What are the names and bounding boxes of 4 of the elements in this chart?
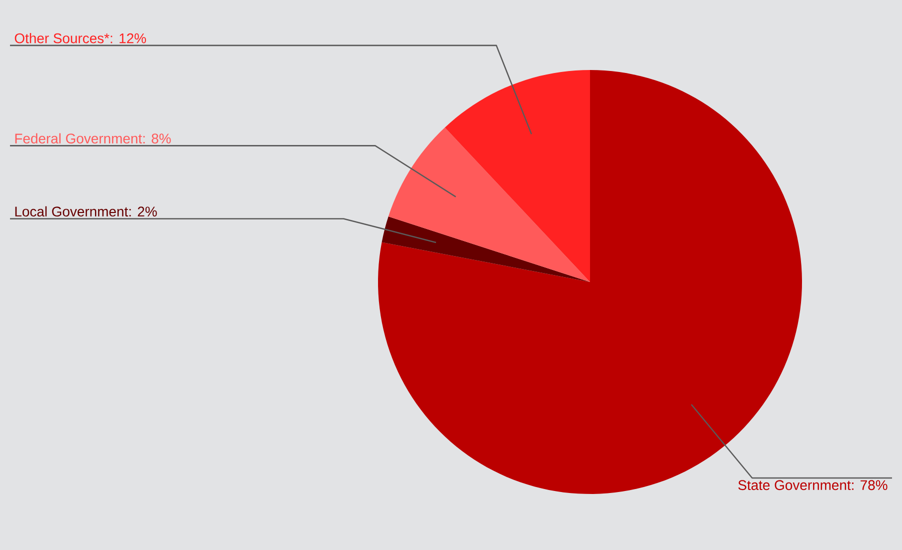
slice-label: Local Government: 2% — [15, 206, 157, 217]
slice-label: Federal Government: 8% — [15, 133, 171, 144]
slice-label: State Government: 78% — [738, 480, 888, 490]
slice-label: Other Sources*: 12% — [14, 33, 146, 44]
